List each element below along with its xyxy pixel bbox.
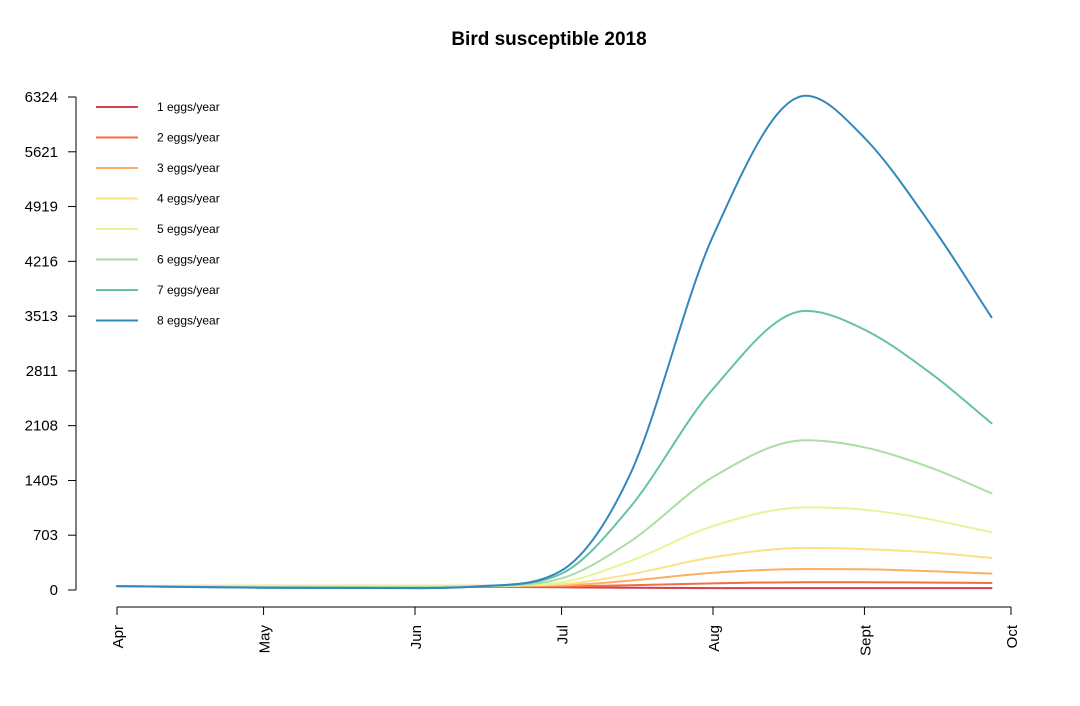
legend-label-3: 3 eggs/year <box>157 161 220 175</box>
legend-label-7: 7 eggs/year <box>157 283 220 297</box>
x-axis: Apr May Jun Jul Aug Sept Oct <box>110 606 1021 656</box>
y-tick-label: 2811 <box>26 363 58 380</box>
x-tick-label: Jun <box>408 625 425 649</box>
y-tick-label: 3513 <box>25 308 58 325</box>
legend-label-2: 2 eggs/year <box>157 131 220 145</box>
x-tick-label: Jul <box>555 625 572 644</box>
x-tick-label: Sept <box>857 624 874 656</box>
y-tick-label: 5621 <box>25 144 58 161</box>
series-line-8 <box>116 94 993 590</box>
y-tick-label: 0 <box>50 582 58 599</box>
y-tick-label: 2108 <box>25 418 58 435</box>
x-tick-label: May <box>257 625 274 654</box>
y-axis: 0 703 1405 2108 2811 3513 4216 4919 5621 6324 <box>25 89 77 599</box>
x-tick-label: Oct <box>1004 624 1021 648</box>
legend-label-8: 8 eggs/year <box>157 314 220 328</box>
chart-title: Bird susceptible 2018 <box>451 29 646 50</box>
y-tick-label: 1405 <box>25 472 58 489</box>
y-tick-label: 4919 <box>25 199 58 216</box>
legend-label-6: 6 eggs/year <box>157 253 220 267</box>
y-tick-label: 703 <box>33 527 58 544</box>
legend-label-4: 4 eggs/year <box>157 192 220 206</box>
y-tick-label: 6324 <box>25 89 58 106</box>
legend: 1 eggs/year 2 eggs/year 3 eggs/year 4 eggs/… <box>96 100 220 328</box>
plot-lines <box>116 94 993 590</box>
legend-label-1: 1 eggs/year <box>157 100 220 114</box>
x-tick-label: Apr <box>110 625 127 648</box>
y-tick-label: 4216 <box>25 253 58 270</box>
series-line-6 <box>116 439 993 588</box>
legend-label-5: 5 eggs/year <box>157 222 220 236</box>
series-line-7 <box>116 309 993 590</box>
x-tick-label: Aug <box>706 625 723 652</box>
